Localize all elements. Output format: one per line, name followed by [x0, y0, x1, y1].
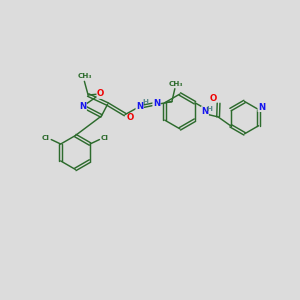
Text: O: O [127, 112, 134, 122]
Text: N: N [79, 102, 86, 111]
Text: Cl: Cl [42, 135, 50, 141]
Text: N: N [136, 102, 143, 111]
Text: N: N [201, 107, 208, 116]
Text: CH₃: CH₃ [169, 81, 183, 87]
Text: Cl: Cl [101, 135, 109, 141]
Text: N: N [258, 103, 265, 112]
Text: O: O [210, 94, 217, 103]
Text: O: O [97, 89, 104, 98]
Text: N: N [153, 99, 160, 108]
Text: H: H [142, 99, 148, 105]
Text: CH₃: CH₃ [77, 73, 92, 79]
Text: H: H [206, 106, 212, 112]
